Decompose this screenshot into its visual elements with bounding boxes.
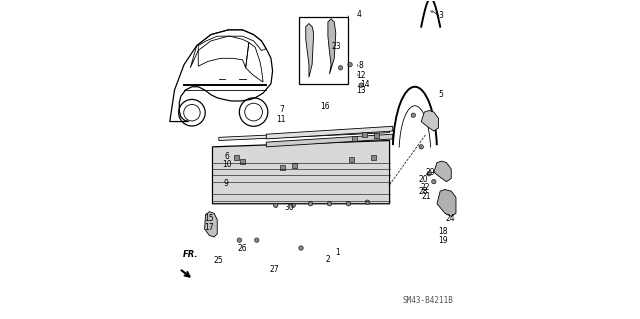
Bar — [234, 155, 239, 160]
Text: 5: 5 — [438, 90, 444, 99]
Bar — [374, 133, 380, 138]
Circle shape — [431, 179, 436, 184]
Bar — [280, 165, 285, 170]
Text: FR.: FR. — [182, 250, 198, 259]
Text: 4: 4 — [356, 11, 362, 19]
Polygon shape — [328, 19, 336, 74]
Text: 28: 28 — [419, 187, 428, 196]
Circle shape — [411, 113, 415, 117]
Text: 23: 23 — [332, 42, 341, 51]
Polygon shape — [266, 134, 393, 147]
Text: 19: 19 — [438, 236, 447, 245]
Circle shape — [273, 203, 278, 208]
Circle shape — [346, 202, 351, 206]
Text: 14: 14 — [360, 80, 370, 89]
Text: 12: 12 — [356, 70, 365, 79]
Bar — [292, 163, 297, 168]
Text: 13: 13 — [356, 86, 366, 95]
Circle shape — [291, 203, 295, 208]
Text: 9: 9 — [223, 179, 228, 188]
Polygon shape — [266, 126, 393, 139]
Text: 29: 29 — [425, 168, 435, 177]
Text: 8: 8 — [358, 61, 363, 70]
Text: 24: 24 — [445, 213, 455, 222]
Text: 20: 20 — [419, 175, 429, 184]
Text: 27: 27 — [270, 265, 280, 274]
Polygon shape — [437, 189, 456, 216]
Text: 3: 3 — [438, 11, 444, 20]
Text: 26: 26 — [237, 244, 246, 253]
Circle shape — [359, 83, 364, 87]
Circle shape — [365, 200, 370, 204]
Circle shape — [237, 238, 241, 242]
Bar — [349, 157, 354, 162]
Text: 7: 7 — [279, 105, 284, 114]
Circle shape — [308, 202, 313, 206]
Text: 21: 21 — [422, 192, 431, 201]
Text: 11: 11 — [276, 115, 285, 123]
Circle shape — [339, 66, 343, 70]
Text: 16: 16 — [320, 102, 330, 111]
Text: 2: 2 — [326, 255, 330, 263]
Bar — [362, 132, 367, 137]
Polygon shape — [212, 141, 390, 204]
Circle shape — [348, 63, 352, 67]
Polygon shape — [434, 161, 451, 182]
Circle shape — [427, 172, 431, 176]
Polygon shape — [306, 24, 314, 77]
Text: 1: 1 — [335, 248, 340, 257]
Polygon shape — [219, 130, 390, 141]
Circle shape — [419, 145, 424, 149]
Bar — [352, 137, 357, 141]
Bar — [371, 155, 376, 160]
Text: 30: 30 — [284, 203, 294, 212]
Text: 17: 17 — [204, 223, 214, 232]
Circle shape — [255, 238, 259, 242]
Text: 10: 10 — [222, 160, 232, 169]
Polygon shape — [205, 212, 217, 237]
Text: SM43-B4211B: SM43-B4211B — [402, 296, 453, 305]
Circle shape — [327, 202, 332, 206]
Text: 25: 25 — [214, 256, 223, 265]
Polygon shape — [421, 110, 438, 131]
Text: 22: 22 — [420, 182, 429, 191]
Circle shape — [299, 246, 303, 250]
Text: 15: 15 — [204, 213, 214, 222]
Bar — [240, 159, 245, 164]
Text: 6: 6 — [224, 152, 229, 161]
Text: 18: 18 — [438, 227, 447, 236]
